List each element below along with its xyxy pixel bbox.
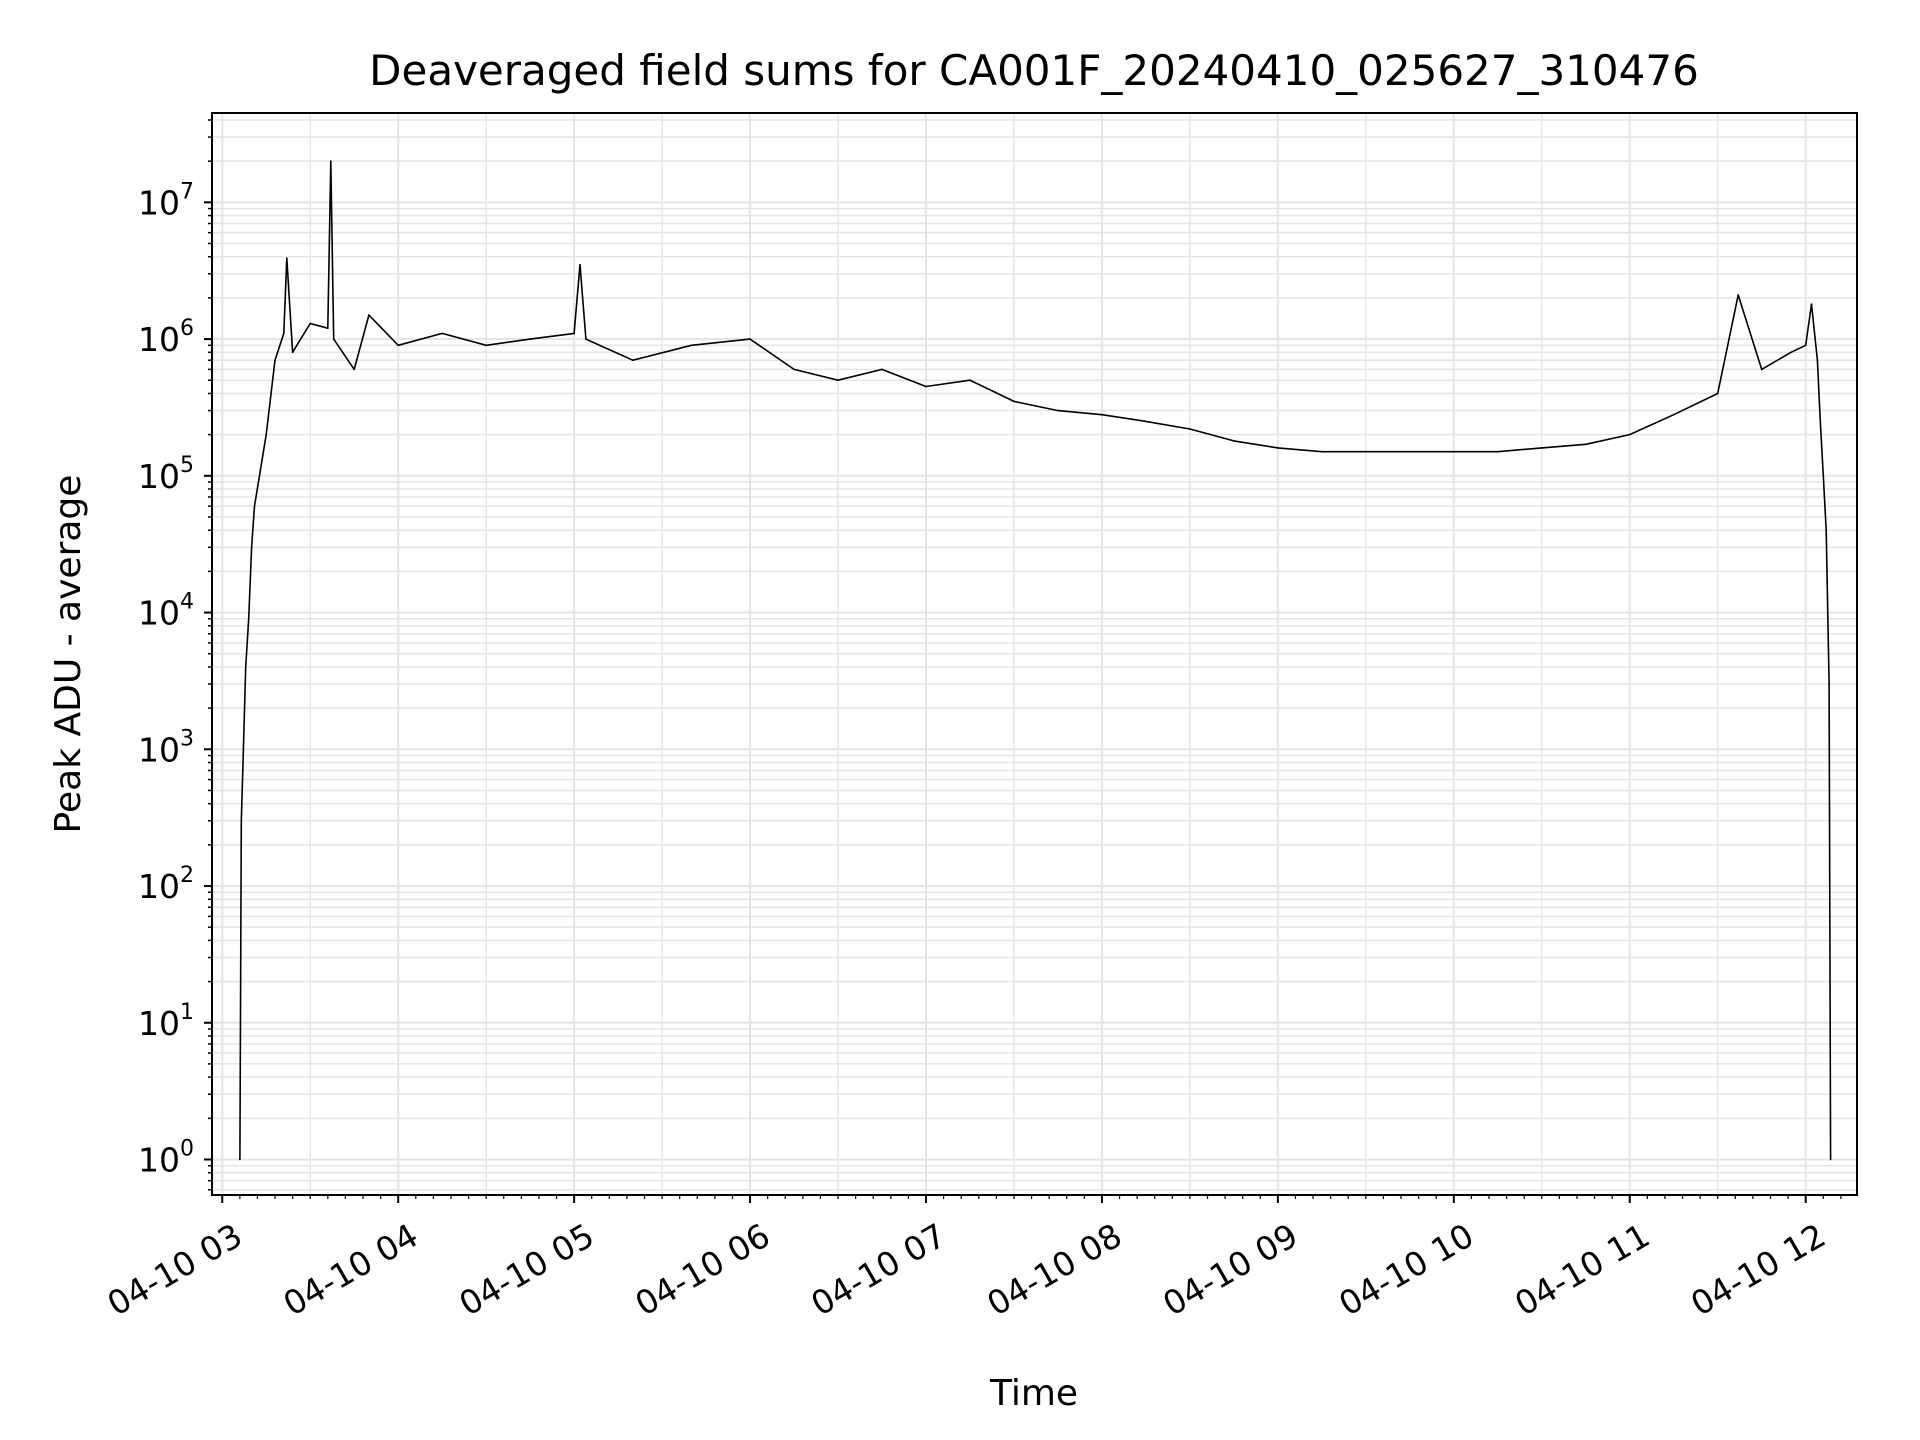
- data-point: [253, 505, 256, 507]
- data-point: [327, 327, 329, 330]
- data-point: [286, 257, 288, 260]
- y-tick-label: 103: [138, 726, 194, 769]
- data-point: [1453, 450, 1455, 453]
- data-point: [265, 433, 268, 436]
- data-point: [837, 379, 839, 382]
- data-point: [247, 618, 250, 620]
- chart-title: Deaveraged field sums for CA001F_2024041…: [369, 46, 1699, 95]
- data-point: [969, 379, 971, 382]
- data-point: [1365, 450, 1367, 453]
- data-point: [250, 546, 253, 549]
- data-point: [579, 263, 581, 266]
- data-point: [309, 322, 312, 325]
- data-point: [242, 769, 244, 772]
- data-point: [291, 351, 294, 354]
- major-gridlines: [212, 113, 1857, 1195]
- data-point: [573, 332, 575, 335]
- data-point: [1189, 428, 1191, 430]
- y-axis-label: Peak ADU - average: [48, 475, 89, 834]
- data-point: [332, 338, 335, 340]
- data-point: [1804, 344, 1807, 347]
- data-point: [1737, 294, 1739, 296]
- data-point: [283, 332, 285, 335]
- data-point: [353, 368, 356, 371]
- data-point: [368, 314, 370, 316]
- data-point: [1585, 443, 1587, 446]
- data-point: [1277, 447, 1279, 449]
- data-point: [1145, 420, 1147, 423]
- data-point: [1716, 392, 1719, 395]
- data-point: [1672, 413, 1675, 416]
- data-point: [881, 368, 883, 371]
- data-point: [1233, 440, 1235, 442]
- y-tick-label: 106: [138, 316, 194, 359]
- data-point: [1810, 303, 1813, 306]
- y-tick-label: 101: [138, 1000, 194, 1043]
- data-point: [1409, 450, 1411, 453]
- data-point: [1822, 475, 1825, 477]
- data-point: [749, 338, 751, 340]
- y-tick-label: 100: [138, 1136, 194, 1179]
- y-tick-label: 105: [138, 453, 194, 496]
- data-point: [1497, 450, 1499, 453]
- data-point: [632, 359, 634, 362]
- data-point: [240, 820, 243, 822]
- data-point: [397, 344, 400, 347]
- y-tick-label: 102: [138, 863, 194, 906]
- data-point: [244, 666, 247, 668]
- data-point: [1321, 450, 1323, 453]
- data-point: [1760, 368, 1763, 371]
- data-point: [793, 368, 795, 371]
- data-point: [1541, 447, 1543, 449]
- data-point: [1819, 420, 1822, 423]
- data-point: [1828, 683, 1830, 685]
- data-point: [1101, 413, 1103, 416]
- data-point: [1790, 351, 1792, 354]
- series-line: [239, 160, 1832, 1160]
- minor-gridlines: [212, 113, 1857, 1195]
- y-tick-label: 107: [138, 179, 194, 222]
- data-point: [485, 344, 488, 347]
- data-point: [259, 469, 262, 471]
- data-point: [1013, 400, 1015, 403]
- data-point: [585, 338, 587, 340]
- data-point: [1628, 433, 1631, 436]
- plot-area: [239, 160, 1832, 1161]
- data-point: [1057, 409, 1059, 412]
- y-tick-label: 104: [138, 590, 194, 633]
- data-point: [1829, 1158, 1832, 1161]
- x-axis-label: Time: [989, 1373, 1078, 1414]
- y-axis: 100 101 102 103 104 105 106 107: [138, 119, 212, 1191]
- data-point: [1816, 359, 1819, 362]
- data-point: [529, 338, 531, 340]
- data-point: [330, 160, 332, 162]
- data-point: [690, 344, 693, 347]
- data-point: [925, 385, 927, 388]
- data-point: [274, 359, 276, 362]
- data-point: [239, 1158, 241, 1161]
- data-point: [1825, 529, 1827, 531]
- data-point: [441, 332, 444, 335]
